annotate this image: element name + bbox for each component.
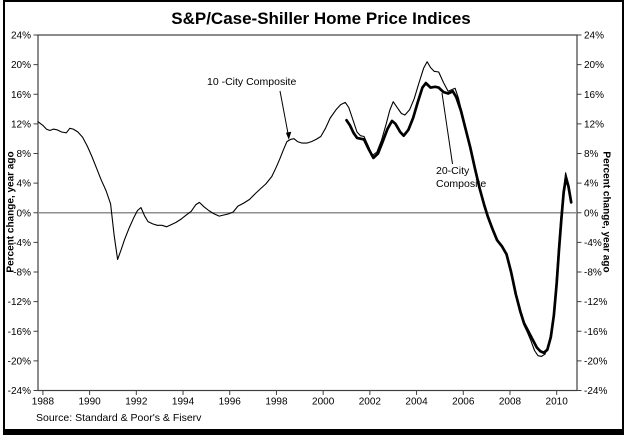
x-tick-label: 1998 xyxy=(265,397,288,408)
y-tick-label-right: 24% xyxy=(584,31,604,42)
y-tick-label-right: -4% xyxy=(584,238,602,249)
x-tick-label: 1994 xyxy=(172,397,195,408)
y-tick-label-right: 12% xyxy=(584,119,604,130)
right-axis-title: Percent change, year ago xyxy=(600,151,612,273)
annotation-20-city-line1: 20-City xyxy=(436,165,470,177)
source-note: Source: Standard & Poor's & Fiserv xyxy=(36,412,202,424)
x-tick-label: 1990 xyxy=(78,397,101,408)
x-tick-label: 2002 xyxy=(359,397,382,408)
x-tick-label: 1988 xyxy=(32,397,55,408)
y-tick-label-left: 4% xyxy=(17,179,32,190)
x-tick-label: 2008 xyxy=(499,397,522,408)
x-tick-label: 2004 xyxy=(405,397,428,408)
y-tick-label-right: 20% xyxy=(584,60,604,71)
series-line-10-city xyxy=(37,61,572,357)
y-tick-label-right: -8% xyxy=(584,268,602,279)
x-tick-label: 1992 xyxy=(125,397,148,408)
y-tick-label-right: -12% xyxy=(584,297,607,308)
y-tick-label-left: -24% xyxy=(8,386,31,397)
y-tick-label-left: 0% xyxy=(17,208,32,219)
y-tick-label-left: 12% xyxy=(11,119,31,130)
annotation-20-city: 20-City Composite xyxy=(436,165,486,191)
y-tick-label-right: -20% xyxy=(584,356,607,367)
annotation-20-city-line2: Composite xyxy=(436,178,487,190)
x-tick-label: 2000 xyxy=(312,397,335,408)
chart-title: S&P/Case-Shiller Home Price Indices xyxy=(171,9,471,28)
y-tick-label-left: -16% xyxy=(8,327,31,338)
y-tick-label-left: 20% xyxy=(11,60,31,71)
x-tick-label: 1996 xyxy=(219,397,242,408)
y-tick-label-right: -16% xyxy=(584,327,607,338)
x-tick-label: 2010 xyxy=(546,397,569,408)
y-tick-label-right: 4% xyxy=(584,179,599,190)
y-tick-label-right: -24% xyxy=(584,386,607,397)
y-tick-label-left: 24% xyxy=(11,31,31,42)
y-tick-label-left: 16% xyxy=(11,90,31,101)
leader-line-10-city xyxy=(279,90,289,136)
series-line-20-city xyxy=(345,81,573,355)
left-axis-title: Percent change, year ago xyxy=(5,151,17,273)
y-tick-label-left: 8% xyxy=(17,149,32,160)
y-tick-label-left: -12% xyxy=(8,297,31,308)
y-tick-label-right: 8% xyxy=(584,149,599,160)
y-tick-label-left: -20% xyxy=(8,356,31,367)
y-tick-label-right: 16% xyxy=(584,90,604,101)
x-tick-label: 2006 xyxy=(452,397,475,408)
y-tick-label-right: 0% xyxy=(584,208,599,219)
leader-arrowhead-10-city xyxy=(285,131,292,140)
annotation-10-city: 10 -City Composite xyxy=(207,76,297,88)
y-tick-label-left: -4% xyxy=(13,238,31,249)
leader-line-20-city xyxy=(441,92,453,165)
y-tick-label-left: -8% xyxy=(13,268,31,279)
